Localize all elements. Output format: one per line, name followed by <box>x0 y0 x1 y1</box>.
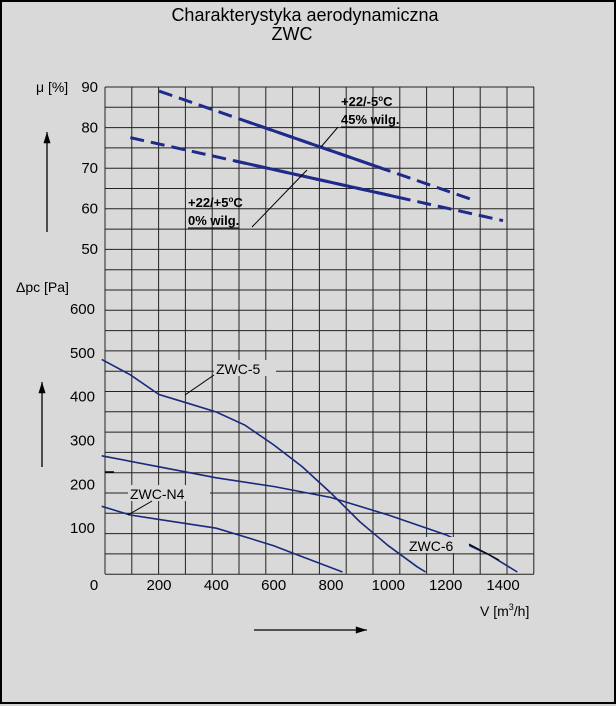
x-axis-label-end: /h] <box>514 603 530 619</box>
series-curve-ZWC-N4 <box>101 505 343 573</box>
y-tick-label-top: 90 <box>81 79 98 96</box>
y-tick-label-bottom: 400 <box>70 389 95 406</box>
x-axis-label-sup: 3 <box>509 602 514 612</box>
x-tick-label: 600 <box>261 577 286 594</box>
x-tick-label: 1000 <box>372 577 405 594</box>
leader-45pct <box>320 126 339 148</box>
y-axis-label-top: μ [%] <box>36 79 68 95</box>
y-tick-label-top: 50 <box>81 241 98 258</box>
annotation-0pct-line1: +22/+5oC <box>188 195 243 210</box>
annotation-45pct-line2: 45% wilg. <box>341 112 400 127</box>
leader-zwc5 <box>184 374 215 396</box>
x-tick-label: 1200 <box>429 577 462 594</box>
curve-label-zwcn4: ZWC-N4 <box>130 486 185 502</box>
labels: 90 80 70 60 50 μ [%] 600 500 400 300 200 100 Δpc [Pa… <box>16 79 529 634</box>
y-tick-label-bottom: 500 <box>70 345 95 362</box>
leader-zwc6 <box>468 543 500 561</box>
y-tick-label-bottom: 200 <box>70 476 95 493</box>
chart-title-line1: Charakterystyka aerodynamiczna <box>171 5 439 25</box>
series-curve-ZWC-5 <box>101 358 427 573</box>
x-arrow-head <box>355 626 367 634</box>
series-line-top-solid-1 <box>234 159 399 199</box>
grid <box>104 86 535 575</box>
annotation-0pct-line2: 0% wilg. <box>188 213 239 228</box>
y-tick-label-top: 70 <box>81 160 98 177</box>
annotation-45pct-line1: +22/-5oC <box>341 94 393 109</box>
x-tick-label: 1400 <box>486 577 519 594</box>
x-axis-label: V [m3/h] <box>480 602 529 619</box>
leader-zwcn4 <box>127 500 153 516</box>
series-line-top-solid-0 <box>246 120 387 172</box>
x-tick-label: 0 <box>90 577 98 594</box>
y-tick-label-bottom: 300 <box>70 433 95 450</box>
y-tick-label-top: 60 <box>81 201 98 218</box>
chart-title-line2: ZWC <box>272 24 313 44</box>
curve-label-zwc6: ZWC-6 <box>409 538 454 554</box>
y-arrow-bottom-head <box>38 382 46 394</box>
series-line-top-0 <box>158 89 475 202</box>
y-tick-label-bottom: 100 <box>70 520 95 537</box>
series-curve-ZWC-6 <box>101 455 518 573</box>
label-bg-zwc5 <box>214 360 276 376</box>
y-arrow-top-head <box>43 132 51 144</box>
x-tick-label: 200 <box>146 577 171 594</box>
label-bg-zwcn4 <box>128 485 210 501</box>
x-axis-label-main: V [m <box>480 603 509 619</box>
curve-label-zwc5: ZWC-5 <box>216 361 261 377</box>
x-tick-label: 400 <box>204 577 229 594</box>
y-axis-label-bottom: Δpc [Pa] <box>16 279 69 295</box>
leader-0pct <box>251 169 308 228</box>
y-tick-label-bottom: 600 <box>70 301 95 318</box>
x-tick-label: 800 <box>318 577 343 594</box>
label-bg-zwc6 <box>407 537 469 553</box>
y-tick-label-top: 80 <box>81 120 98 137</box>
curves <box>101 89 518 573</box>
